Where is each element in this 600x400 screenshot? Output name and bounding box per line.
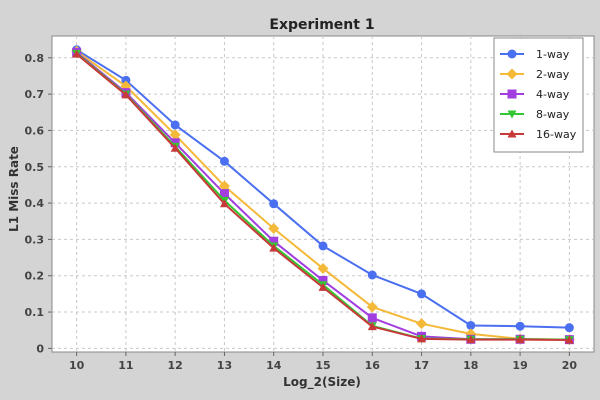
data-point-1-way <box>269 199 279 209</box>
data-point-4-way <box>318 275 328 285</box>
y-tick-label: 0.2 <box>25 270 45 283</box>
data-point-4-way <box>219 189 229 199</box>
legend-label: 2-way <box>536 68 570 81</box>
y-axis-label: L1 Miss Rate <box>7 146 21 232</box>
x-tick-label: 14 <box>266 359 282 372</box>
data-point-2-way <box>218 180 230 192</box>
x-tick-label: 19 <box>512 359 527 372</box>
y-tick-label: 0 <box>36 342 44 355</box>
data-point-2-way <box>416 318 428 330</box>
x-tick-label: 16 <box>365 359 381 372</box>
data-point-16-way <box>170 143 180 152</box>
y-tick-label: 0.5 <box>25 161 45 174</box>
data-point-1-way <box>318 241 328 251</box>
y-tick-label: 0.7 <box>25 88 45 101</box>
data-point-4-way <box>170 138 180 148</box>
y-tick-label: 0.1 <box>25 306 45 319</box>
data-point-1-way <box>417 289 427 299</box>
data-point-4-way <box>367 313 377 323</box>
data-point-16-way <box>269 243 279 252</box>
chart-title: Experiment 1 <box>269 17 374 33</box>
x-tick-label: 11 <box>118 359 133 372</box>
legend-marker <box>507 89 517 99</box>
y-tick-label: 0.3 <box>25 233 45 246</box>
data-point-16-way <box>72 49 82 58</box>
legend-marker <box>507 110 517 119</box>
data-point-2-way <box>268 223 280 235</box>
data-point-1-way <box>219 156 229 166</box>
data-point-16-way <box>515 335 525 344</box>
data-point-16-way <box>367 322 377 331</box>
y-tick-label: 0.4 <box>25 197 45 210</box>
grid-lines <box>52 36 594 352</box>
legend-item-8-way: 8-way <box>500 108 570 121</box>
legend-item-4-way: 4-way <box>500 88 570 101</box>
data-point-2-way <box>169 129 181 141</box>
data-point-16-way <box>564 335 574 344</box>
legend-label: 8-way <box>536 108 570 121</box>
legend-item-16-way: 16-way <box>500 128 577 141</box>
data-point-1-way <box>515 321 525 331</box>
y-tick-label: 0.6 <box>25 124 45 137</box>
x-tick-label: 12 <box>168 359 183 372</box>
legend-marker <box>506 68 518 80</box>
series-layer <box>71 45 575 346</box>
x-axis-label: Log_2(Size) <box>283 375 361 390</box>
data-point-2-way <box>317 262 329 274</box>
y-tick-label: 0.8 <box>25 52 45 65</box>
legend-item-1-way: 1-way <box>500 48 570 61</box>
data-point-1-way <box>121 75 131 85</box>
data-point-16-way <box>219 199 229 208</box>
data-point-16-way <box>466 335 476 344</box>
x-tick-label: 18 <box>463 359 478 372</box>
legend-marker <box>507 129 517 138</box>
data-point-16-way <box>121 90 131 99</box>
data-point-1-way <box>367 270 377 280</box>
axes: 10 11 12 13 14 15 16 17 18 19 20 0 0.1 0.2 0.3 0.4 0.5 0.… <box>25 52 578 372</box>
x-tick-label: 10 <box>69 359 85 372</box>
data-point-4-way <box>269 236 279 246</box>
data-point-1-way <box>466 320 476 330</box>
legend-marker <box>507 49 517 59</box>
legend-label: 1-way <box>536 48 570 61</box>
legend-item-2-way: 2-way <box>500 68 570 81</box>
series-16-way <box>72 49 574 344</box>
x-tick-label: 15 <box>315 359 330 372</box>
legend-label: 16-way <box>536 128 577 141</box>
data-point-16-way <box>318 282 328 291</box>
x-tick-label: 13 <box>217 359 232 372</box>
legend-label: 4-way <box>536 88 570 101</box>
data-point-16-way <box>417 334 427 343</box>
data-point-1-way <box>564 323 574 333</box>
legend: 1-way 2-way 4-way 8-way 16-way <box>493 37 584 153</box>
x-tick-label: 20 <box>562 359 578 372</box>
x-tick-label: 17 <box>414 359 429 372</box>
data-point-2-way <box>366 301 378 313</box>
data-point-1-way <box>170 120 180 130</box>
